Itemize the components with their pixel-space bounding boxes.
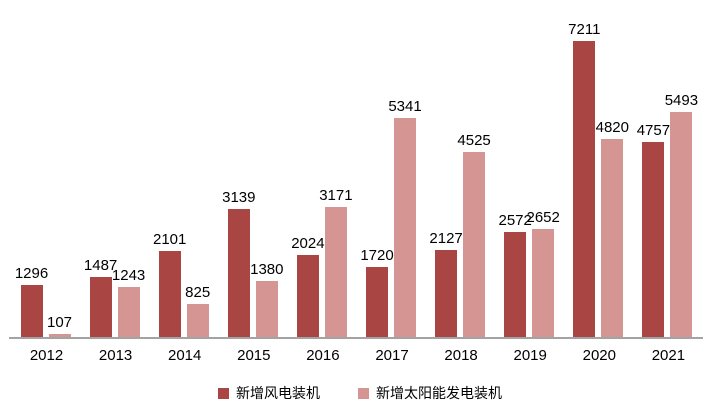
value-label-series0-2021: 4757 (636, 122, 671, 139)
value-label-series1-2012: 107 (46, 314, 73, 331)
x-tick-label-2016: 2016 (306, 347, 340, 364)
legend-label-series0: 新增风电装机 (236, 385, 320, 401)
bar-series0-2017 (366, 267, 388, 338)
x-axis-line (9, 337, 703, 339)
bar-series0-2016 (296, 255, 319, 338)
legend-item-series1: 新增太阳能发电装机 (358, 383, 502, 403)
bar-series1-2014 (186, 304, 209, 338)
value-label-series1-2015: 1380 (250, 261, 284, 278)
x-tick-label-2020: 2020 (582, 347, 616, 364)
bar-series0-2013 (89, 277, 112, 338)
chart-legend: 新增风电装机 新增太阳能发电装机 (0, 383, 720, 403)
value-label-series1-2013: 1243 (111, 267, 146, 284)
value-label-series0-2018: 2127 (429, 230, 463, 247)
value-label-series1-2014: 825 (185, 284, 211, 301)
bar-series1-2020 (601, 139, 624, 338)
x-tick-label-2015: 2015 (237, 347, 271, 364)
bar-series0-2012 (20, 285, 43, 338)
value-label-series1-2016: 3171 (319, 187, 353, 204)
bar-series1-2021 (670, 112, 693, 338)
bar-series1-2016 (324, 207, 347, 338)
value-label-series1-2021: 5493 (664, 92, 699, 109)
value-label-series0-2014: 2101 (153, 231, 187, 248)
x-tick-label-2018: 2018 (444, 347, 478, 364)
value-label-series1-2019: 2652 (526, 209, 560, 226)
bar-series1-2017 (394, 118, 416, 338)
value-label-series0-2016: 2024 (291, 235, 325, 252)
x-tick-label-2013: 2013 (98, 347, 133, 364)
value-label-series0-2013: 1487 (83, 257, 118, 274)
legend-swatch-icon (218, 387, 229, 399)
x-tick-label-2017: 2017 (375, 347, 409, 364)
bar-series1-2013 (117, 287, 140, 338)
bar-series0-2014 (158, 251, 181, 338)
bar-series1-2015 (255, 281, 278, 338)
value-label-series1-2020: 4820 (595, 119, 629, 136)
legend-label-series1: 新增太阳能发电装机 (376, 385, 502, 401)
bar-series0-2020 (573, 41, 596, 338)
x-tick-label-2021: 2021 (651, 347, 686, 364)
bar-series1-2018 (463, 152, 486, 338)
value-label-series0-2012: 1296 (14, 265, 49, 282)
value-label-series0-2017: 1720 (360, 247, 394, 264)
bar-series0-2015 (227, 209, 250, 338)
bar-series1-2012 (48, 334, 71, 338)
bar-series0-2018 (435, 250, 458, 338)
legend-swatch-icon (358, 387, 369, 399)
x-tick-label-2012: 2012 (29, 347, 64, 364)
x-tick-label-2014: 2014 (168, 347, 202, 364)
value-label-series0-2020: 7211 (568, 21, 601, 38)
value-label-series1-2018: 4525 (457, 132, 491, 149)
legend-item-series0: 新增风电装机 (218, 383, 320, 403)
bar-series1-2019 (532, 229, 555, 338)
value-label-series0-2019: 2572 (498, 212, 532, 229)
value-label-series0-2015: 3139 (222, 189, 256, 206)
bar-series0-2021 (642, 142, 665, 338)
bar-series0-2019 (504, 232, 527, 338)
x-tick-label-2019: 2019 (513, 347, 547, 364)
value-label-series1-2017: 5341 (388, 98, 422, 115)
